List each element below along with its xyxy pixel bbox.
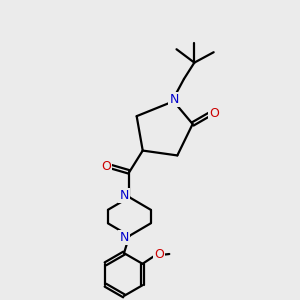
Text: N: N — [169, 93, 179, 106]
Text: O: O — [209, 107, 219, 120]
Text: N: N — [119, 189, 129, 202]
Text: N: N — [119, 231, 129, 244]
Text: O: O — [154, 248, 164, 260]
Text: O: O — [101, 160, 111, 173]
